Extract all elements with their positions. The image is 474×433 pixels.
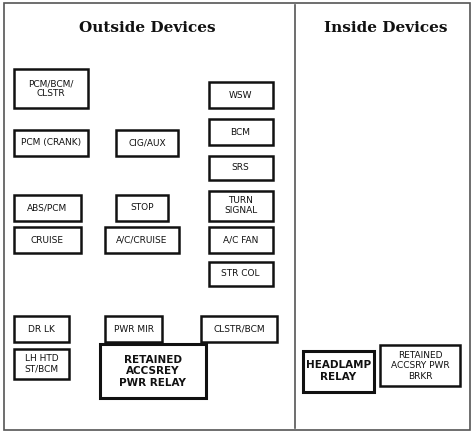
Text: PCM/BCM/
CLSTR: PCM/BCM/ CLSTR bbox=[28, 79, 73, 98]
Text: DR LK: DR LK bbox=[28, 325, 55, 333]
Text: STR COL: STR COL bbox=[221, 269, 260, 278]
FancyBboxPatch shape bbox=[14, 130, 88, 156]
FancyBboxPatch shape bbox=[209, 262, 273, 286]
Text: WSW: WSW bbox=[229, 91, 252, 100]
FancyBboxPatch shape bbox=[105, 316, 162, 342]
FancyBboxPatch shape bbox=[201, 316, 277, 342]
FancyBboxPatch shape bbox=[14, 316, 69, 342]
Text: CRUISE: CRUISE bbox=[31, 236, 64, 245]
FancyBboxPatch shape bbox=[14, 227, 81, 253]
FancyBboxPatch shape bbox=[14, 195, 81, 221]
Text: A/C FAN: A/C FAN bbox=[223, 236, 258, 245]
Text: CLSTR/BCM: CLSTR/BCM bbox=[214, 325, 265, 333]
Text: RETAINED
ACCSREY
PWR RELAY: RETAINED ACCSREY PWR RELAY bbox=[119, 355, 186, 388]
FancyBboxPatch shape bbox=[116, 130, 178, 156]
Text: STOP: STOP bbox=[130, 204, 154, 212]
Text: CIG/AUX: CIG/AUX bbox=[128, 139, 166, 147]
Text: TURN
SIGNAL: TURN SIGNAL bbox=[224, 196, 257, 215]
FancyBboxPatch shape bbox=[209, 191, 273, 221]
FancyBboxPatch shape bbox=[380, 345, 460, 386]
Text: LH HTD
ST/BCM: LH HTD ST/BCM bbox=[25, 354, 58, 373]
FancyBboxPatch shape bbox=[303, 351, 374, 392]
FancyBboxPatch shape bbox=[209, 119, 273, 145]
FancyBboxPatch shape bbox=[14, 349, 69, 379]
Text: SRS: SRS bbox=[232, 163, 249, 172]
FancyBboxPatch shape bbox=[209, 156, 273, 180]
Text: Inside Devices: Inside Devices bbox=[324, 21, 447, 35]
Text: HEADLAMP
RELAY: HEADLAMP RELAY bbox=[306, 361, 371, 382]
Text: Outside Devices: Outside Devices bbox=[79, 21, 215, 35]
FancyBboxPatch shape bbox=[116, 195, 168, 221]
Text: ABS/PCM: ABS/PCM bbox=[27, 204, 67, 212]
Text: RETAINED
ACCSRY PWR
BRKR: RETAINED ACCSRY PWR BRKR bbox=[391, 351, 449, 381]
FancyBboxPatch shape bbox=[14, 69, 88, 108]
FancyBboxPatch shape bbox=[209, 82, 273, 108]
FancyBboxPatch shape bbox=[100, 344, 206, 398]
FancyBboxPatch shape bbox=[105, 227, 179, 253]
Text: PWR MIR: PWR MIR bbox=[114, 325, 154, 333]
FancyBboxPatch shape bbox=[209, 227, 273, 253]
Text: A/C/CRUISE: A/C/CRUISE bbox=[116, 236, 168, 245]
Text: PCM (CRANK): PCM (CRANK) bbox=[21, 139, 81, 147]
Text: BCM: BCM bbox=[230, 128, 251, 136]
